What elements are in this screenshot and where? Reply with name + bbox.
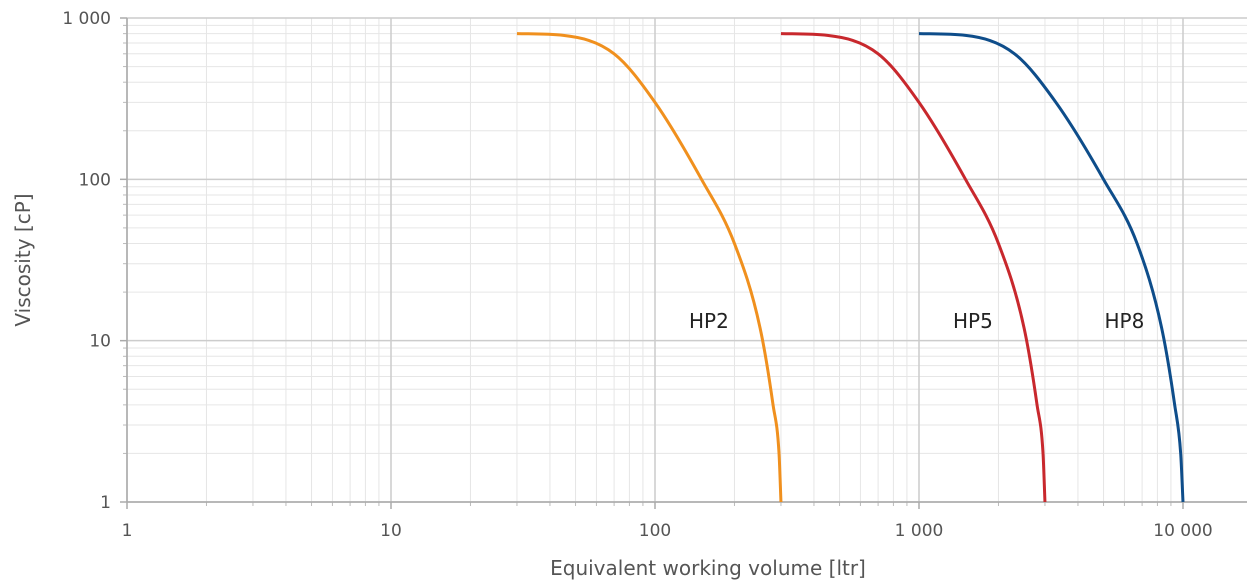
hp8-label: HP8 — [1105, 309, 1145, 333]
y-tick-label: 1 — [100, 493, 111, 513]
hp5-label: HP5 — [953, 309, 993, 333]
hp8-curve — [918, 32, 1185, 503]
hp2-label: HP2 — [689, 309, 729, 333]
x-tick-label: 1 000 — [895, 521, 944, 541]
y-axis-title: Viscosity [cP] — [11, 193, 35, 326]
y-tick-label: 1 000 — [62, 9, 111, 29]
x-axis-title: Equivalent working volume [ltr] — [550, 556, 866, 580]
hp5-curve — [780, 32, 1047, 503]
x-tick-label: 100 — [639, 521, 671, 541]
tick-labels: 1 10 100 1 000 10 000 1 10 100 1 000 — [62, 9, 1212, 541]
y-tick-label: 10 — [89, 332, 111, 352]
y-tick-label: 100 — [79, 170, 111, 190]
major-gridlines — [126, 17, 1247, 503]
x-tick-label: 10 — [380, 521, 402, 541]
series-curves — [516, 32, 1185, 503]
x-tick-label: 10 000 — [1153, 521, 1212, 541]
curve-labels: HP2 HP5 HP8 — [689, 309, 1144, 333]
hp2-curve — [516, 32, 783, 503]
minor-gridlines — [127, 18, 1247, 502]
x-tick-label: 1 — [122, 521, 133, 541]
axes — [120, 17, 1247, 509]
